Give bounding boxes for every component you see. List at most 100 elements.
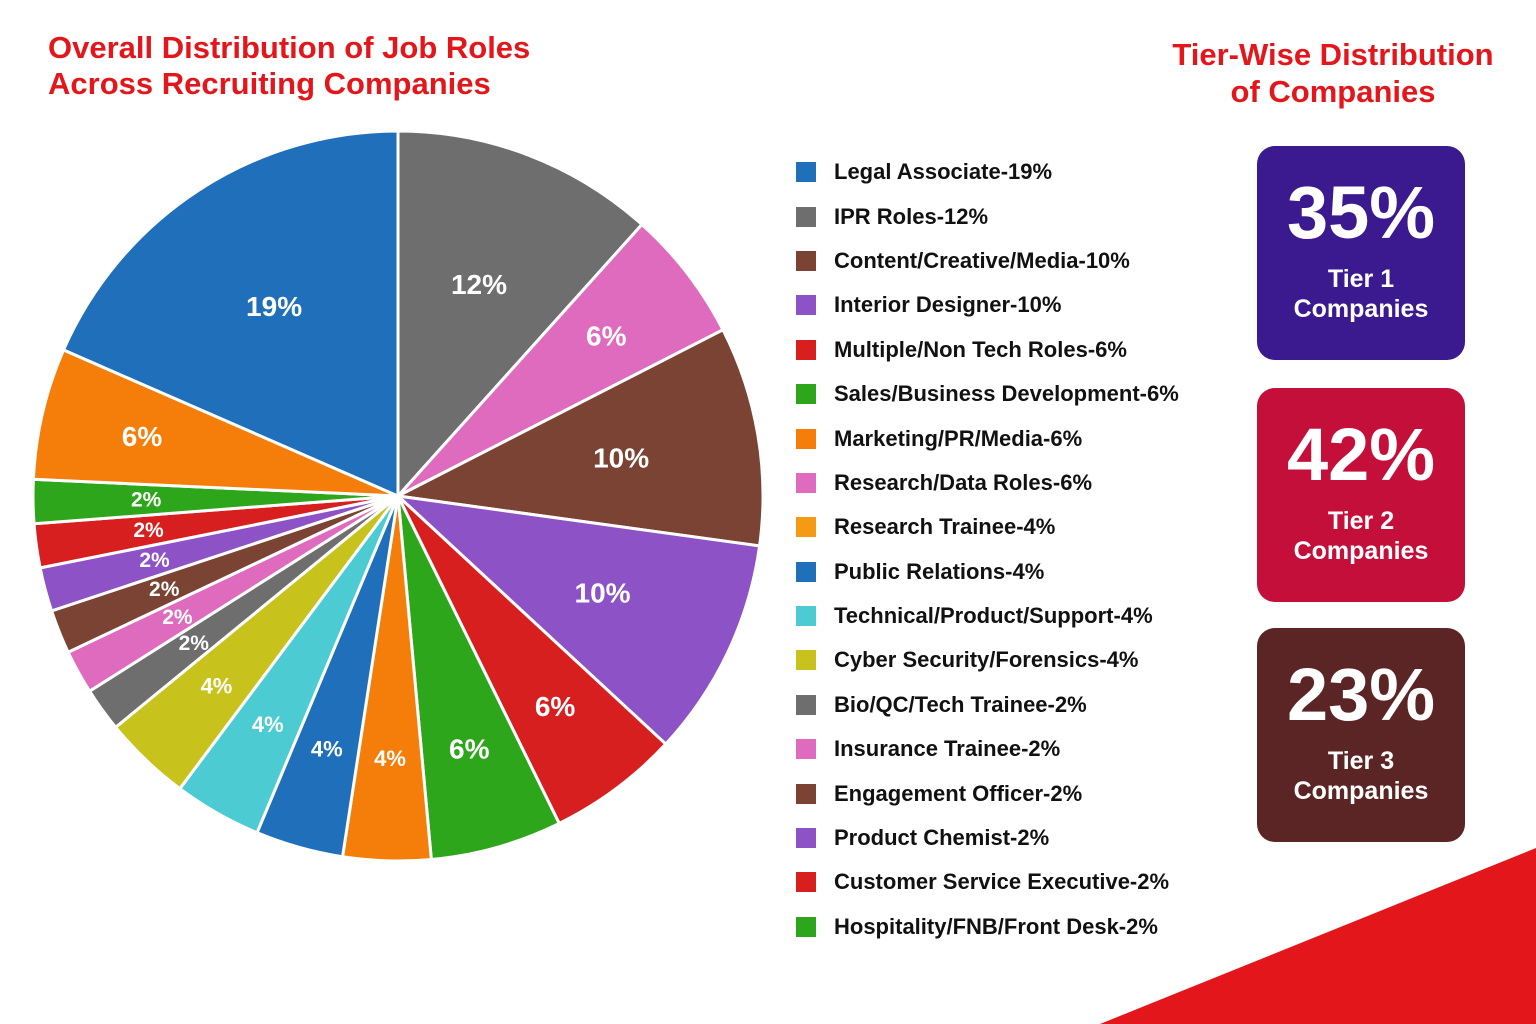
pie-slice-label: 12% — [451, 269, 507, 300]
pie-slice-label: 10% — [575, 577, 631, 608]
legend-item: Insurance Trainee-2% — [796, 727, 1179, 771]
pie-slice-label: 6% — [122, 421, 163, 452]
legend-swatch — [796, 206, 816, 227]
legend-label: Content/Creative/Media-10% — [834, 247, 1130, 273]
tier-1-label-line2: Companies — [1293, 295, 1429, 323]
legend-label: Sales/Business Development-6% — [834, 381, 1179, 407]
legend-swatch — [796, 472, 816, 493]
tier-1-label-line1: Tier 1 — [1327, 265, 1395, 293]
tier-1-percentage: 35% — [1286, 171, 1436, 254]
legend-swatch — [796, 694, 816, 715]
legend-swatch — [796, 295, 816, 316]
legend-swatch — [796, 739, 816, 760]
pie-chart-title: Overall Distribution of Job Roles Across… — [48, 30, 668, 101]
legend-item: Engagement Officer-2% — [796, 771, 1179, 815]
pie-chart-title-line1: Overall Distribution of Job Roles — [48, 30, 531, 65]
legend-swatch — [796, 162, 816, 183]
legend-label: Engagement Officer-2% — [834, 780, 1083, 806]
legend-item: Cyber Security/Forensics-4% — [796, 638, 1179, 682]
pie-slice-label: 6% — [535, 691, 576, 722]
legend-item: Customer Service Executive-2% — [796, 860, 1179, 904]
legend-swatch — [796, 250, 816, 271]
legend-swatch — [796, 783, 816, 804]
pie-slice-label: 6% — [586, 320, 627, 351]
tier-3-percentage: 23% — [1286, 653, 1436, 736]
pie-slice — [396, 129, 645, 500]
legend-item: Research/Data Roles-6% — [796, 461, 1179, 505]
pie-slice-label: 2% — [149, 578, 180, 601]
legend-swatch — [796, 650, 816, 671]
pie-slice-label: 2% — [131, 488, 162, 511]
legend-item: Sales/Business Development-6% — [796, 372, 1179, 416]
legend-swatch — [796, 339, 816, 360]
legend-label: Insurance Trainee-2% — [834, 736, 1061, 762]
legend-swatch — [796, 561, 816, 582]
legend-label: Legal Associate-19% — [834, 159, 1053, 185]
pie-slice — [396, 495, 562, 862]
tier-1-label: Tier 1 Companies — [1257, 264, 1465, 324]
pie-slice — [396, 494, 668, 826]
tier-2-label: Tier 2 Companies — [1257, 506, 1465, 566]
pie-slice-label: 4% — [252, 712, 284, 737]
legend-item: Product Chemist-2% — [796, 816, 1179, 860]
legend-label: Cyber Security/Forensics-4% — [834, 647, 1139, 673]
legend-item: Content/Creative/Media-10% — [796, 239, 1179, 283]
tier-section-title-line1: Tier-Wise Distribution — [1172, 37, 1494, 72]
legend-item: Research Trainee-4% — [796, 505, 1179, 549]
pie-slice — [31, 347, 399, 498]
legend-label: Marketing/PR/Media-6% — [834, 425, 1083, 451]
tier-2-card: 42% Tier 2 Companies — [1257, 388, 1465, 602]
pie-slice — [393, 327, 765, 548]
tier-3-label-line2: Companies — [1293, 777, 1429, 805]
tier-section-title-line2: of Companies — [1230, 74, 1436, 110]
legend-swatch — [796, 872, 816, 893]
legend-item: Multiple/Non Tech Roles-6% — [796, 328, 1179, 372]
legend-label: Research/Data Roles-6% — [834, 469, 1093, 495]
pie-slice-label: 2% — [162, 606, 193, 629]
legend-swatch — [796, 916, 816, 937]
legend-label: Bio/QC/Tech Trainee-2% — [834, 691, 1087, 717]
pie-slice-label: 4% — [374, 746, 406, 771]
pie-slice — [396, 222, 725, 498]
tier-1-card: 35% Tier 1 Companies — [1257, 146, 1465, 360]
legend-item: Technical/Product/Support-4% — [796, 594, 1179, 638]
pie-slice-label: 4% — [201, 674, 233, 699]
job-roles-pie-chart: 12% 6% 10% 10% 6% 6% 4% 4% 4% 4% 2% 2% 2% 2% 2% 2% 6% 19% — [31, 129, 765, 863]
pie-slice-label: 10% — [593, 443, 649, 474]
pie-slice — [393, 493, 762, 747]
tier-3-card: 23% Tier 3 Companies — [1257, 628, 1465, 842]
legend-swatch — [796, 428, 816, 449]
legend-item: Interior Designer-10% — [796, 283, 1179, 327]
legend-item: Bio/QC/Tech Trainee-2% — [796, 683, 1179, 727]
tier-section-title: Tier-Wise Distribution of Companies — [1150, 36, 1516, 110]
legend-label: Multiple/Non Tech Roles-6% — [834, 336, 1127, 362]
pie-slice-label: 6% — [449, 733, 490, 764]
tier-3-label-line1: Tier 3 — [1327, 747, 1395, 775]
legend-label: Research Trainee-4% — [834, 514, 1056, 540]
tier-2-percentage: 42% — [1286, 413, 1436, 496]
pie-slice-label: 4% — [311, 736, 343, 761]
tier-3-label: Tier 3 Companies — [1257, 746, 1465, 806]
legend-swatch — [796, 828, 816, 849]
pie-slice-label: 2% — [179, 632, 210, 655]
legend-swatch — [796, 384, 816, 405]
pie-slice — [61, 129, 400, 499]
legend-item: Public Relations-4% — [796, 550, 1179, 594]
pie-chart-title-line2: Across Recruiting Companies — [48, 65, 491, 101]
legend-item: IPR Roles-12% — [796, 194, 1179, 238]
legend-item: Hospitality/FNB/Front Desk-2% — [796, 905, 1179, 949]
legend-label: Product Chemist-2% — [834, 825, 1050, 851]
pie-slice-label: 2% — [139, 549, 170, 572]
legend-item: Marketing/PR/Media-6% — [796, 416, 1179, 460]
tier-2-label-line1: Tier 2 — [1327, 507, 1395, 535]
legend-label: Public Relations-4% — [834, 558, 1045, 584]
legend-label: Customer Service Executive-2% — [834, 869, 1170, 895]
pie-legend: Legal Associate-19% IPR Roles-12% Conten… — [796, 150, 1179, 949]
legend-label: IPR Roles-12% — [834, 203, 989, 229]
legend-label: Hospitality/FNB/Front Desk-2% — [834, 913, 1158, 939]
tier-2-label-line2: Companies — [1293, 537, 1429, 565]
legend-swatch — [796, 517, 816, 538]
legend-item: Legal Associate-19% — [796, 150, 1179, 194]
legend-label: Interior Designer-10% — [834, 292, 1062, 318]
